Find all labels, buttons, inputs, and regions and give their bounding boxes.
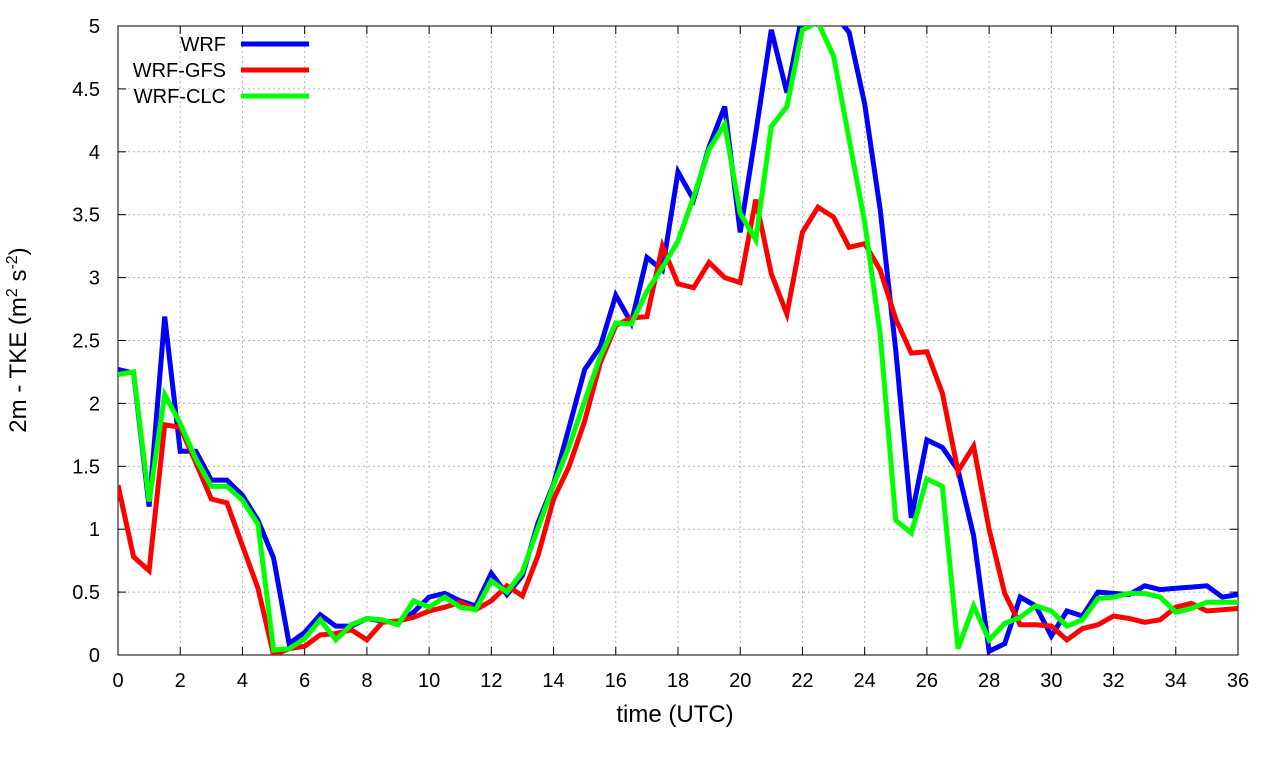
x-tick-label: 30 [1040,670,1062,692]
x-tick-label: 2 [175,670,186,692]
y-axis-label-mid: s [5,270,32,289]
x-tick-label: 6 [299,670,310,692]
y-tick-label: 0.5 [72,582,100,604]
x-tick-label: 12 [480,670,502,692]
series-line-wrf [118,26,1238,655]
x-tick-label: 32 [1102,670,1124,692]
y-tick-label: 1 [89,519,100,541]
x-tick-label: 34 [1165,670,1187,692]
legend: WRF WRF-GFS WRF-CLC [133,34,309,108]
y-tick-label: 0 [89,645,100,667]
grid [117,25,1239,656]
x-tick-label: 18 [667,670,689,692]
series-line-wrf-gfs [118,199,1238,655]
y-axis-label: 2m - TKE (m2 s-2) [4,247,32,432]
y-tick-label: 2 [89,393,100,415]
x-tick-label: 36 [1227,670,1249,692]
x-axis-label: time (UTC) [616,701,733,728]
y-axis-label-main: 2m - TKE (m [5,297,32,433]
y-axis-label-end: ) [5,247,32,255]
legend-label-wrf-clc: WRF-CLC [134,86,226,108]
series-line-wrf-clc [118,26,1238,653]
x-tick-label: 28 [978,670,1000,692]
x-tick-label: 20 [729,670,751,692]
y-tick-label: 5 [89,16,100,38]
x-tick-label: 0 [112,670,123,692]
y-axis-label-sup2: -2 [4,255,21,269]
x-tick-label: 26 [916,670,938,692]
x-tick-label: 24 [854,670,876,692]
y-axis-label-sup1: 2 [4,288,21,297]
x-tick-label: 8 [361,670,372,692]
y-tick-label: 4 [89,142,100,164]
y-tick-label: 3 [89,268,100,290]
x-tick-label: 4 [237,670,248,692]
series-lines [118,26,1238,655]
x-tick-label: 10 [418,670,440,692]
y-tick-label: 3.5 [72,205,100,227]
y-tick-label: 1.5 [72,456,100,478]
y-tick-label: 2.5 [72,331,100,353]
y-tick-label: 4.5 [72,79,100,101]
x-tick-label: 16 [605,670,627,692]
legend-label-wrf-gfs: WRF-GFS [133,60,226,82]
axis-ticks: 0 2 4 6 8 10 12 14 16 18 20 22 24 26 28 30 32 34 3600.511.… [72,16,1249,692]
x-tick-label: 14 [542,670,564,692]
x-tick-label: 22 [791,670,813,692]
legend-label-wrf: WRF [180,34,226,56]
